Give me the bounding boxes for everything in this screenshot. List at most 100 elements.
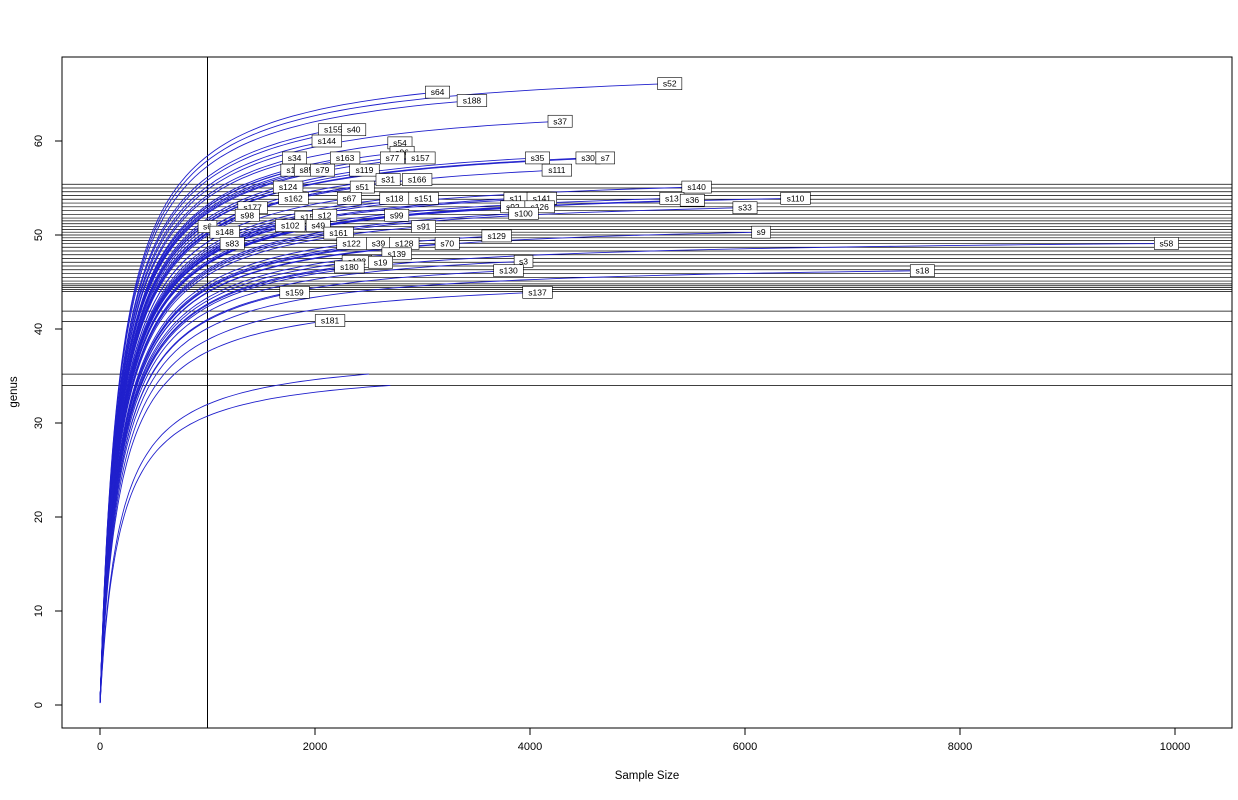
sample-labels: s52s64s188s37s155s40s144s54s96s34s163s77… [197,77,1179,327]
sample-label-box [456,94,488,107]
rarefaction-curve [99,243,448,703]
y-tick-label: 50 [33,229,45,241]
sample-label-box [278,192,309,205]
rarefaction-curve [99,186,363,702]
sample-label-box [234,208,260,222]
sample-label: s35 [531,153,545,163]
sample-label-box [334,260,365,274]
sample-label: s129 [487,231,506,241]
sample-label: s11 [509,193,522,203]
sample-label-box [341,123,367,137]
sample-label-box [434,237,460,250]
sample-label: s118 [386,193,404,203]
sample-label: s67 [343,193,357,203]
sample-label: s9 [757,227,766,237]
sample-label: s102 [281,221,300,231]
sample-label: s137 [528,287,547,297]
sample-label-box [368,255,393,269]
sample-label: s155 [324,125,343,135]
x-tick-label: 2000 [303,741,327,753]
sample-label-box [547,114,573,128]
rarefaction-curve [99,243,1167,703]
sample-label-box [311,134,342,148]
x-tick-label: 10000 [1160,741,1191,753]
sample-label-box [751,225,771,239]
rarefaction-curve [99,253,397,703]
y-tick-label: 10 [33,605,45,617]
sample-label: s85 [300,165,314,175]
sample-label-box [657,77,683,90]
x-tick-label: 8000 [948,741,972,753]
curves [99,83,1167,704]
y-tick-label: 30 [33,417,45,429]
sample-label: s144 [318,136,337,146]
sample-label: s64 [431,87,445,97]
sample-label: s188 [463,96,482,106]
plot-border [61,56,1233,729]
sample-label: s79 [316,165,330,175]
sample-label: s181 [321,316,340,326]
sample-label: s141 [533,193,552,203]
sample-label: s92 [506,202,520,212]
x-tick-label: 0 [97,741,103,753]
rarefaction-curve [99,320,331,703]
sample-label-box [481,229,512,243]
sample-label-box [411,220,436,233]
sample-label: s18 [916,266,930,276]
sample-label-box [595,151,615,165]
sample-label: s126 [530,202,549,212]
sample-label: s40 [347,125,361,135]
sample-label: s12 [318,210,332,220]
sample-label: s33 [738,203,752,213]
sample-label-box [681,180,712,194]
sample-label-box [314,314,346,327]
sample-label-box [541,163,572,177]
sample-label: s54 [393,138,407,148]
sample-label: s49 [311,221,325,231]
y-tick-label: 20 [33,511,45,523]
rarefaction-curve [99,186,697,702]
sample-label: s30 [581,153,595,163]
sample-label-box [375,173,401,186]
axes: 0 2000 4000 6000 8000 10000 0 10 20 30 40 50 60 [33,135,1190,753]
sample-label-box [732,201,758,215]
y-tick-label: 60 [33,135,45,147]
sample-label: s128 [395,238,414,248]
sample-label: s6 [203,222,212,232]
sample-label: s161 [329,228,348,238]
sample-label: s37 [553,116,567,126]
sample-label-box [349,163,380,177]
y-tick-label: 40 [33,323,45,335]
sample-label: s13 [665,193,679,203]
sample-label-box [405,151,436,165]
sample-label-box [1154,237,1179,250]
rarefaction-curve [99,243,352,703]
sample-label-box [408,192,439,205]
sample-label-box [402,173,433,186]
sample-label: s39 [372,238,386,248]
sample-label-box [219,237,245,250]
sample-label: s31 [381,175,395,185]
sample-label-box [349,180,375,194]
sample-label: s58 [1160,238,1174,248]
sample-label: s162 [284,193,303,203]
sample-label-box [909,264,935,278]
sample-label-box [425,85,450,99]
sample-label: s77 [386,153,400,163]
sample-label: s119 [356,165,374,175]
sample-label: s156 [300,212,319,222]
rarefaction-curve [99,384,391,704]
sample-label-box [336,192,362,205]
sample-label-box [279,286,310,299]
sample-label: s124 [279,182,298,192]
sample-label: s7 [601,153,610,163]
sample-label: s130 [499,266,518,276]
rarefaction-curve [99,199,693,703]
sample-label: s19 [374,257,388,267]
sample-label-box [329,151,361,165]
y-tick-label: 0 [33,702,45,708]
x-axis-title: Sample Size [615,770,680,782]
sample-label-box [384,208,410,222]
sample-label-box [493,264,524,278]
